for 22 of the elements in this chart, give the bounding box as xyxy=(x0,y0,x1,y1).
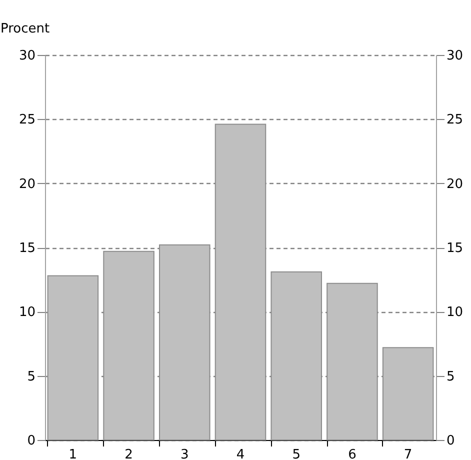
x-tick-label: 1 xyxy=(68,448,78,460)
y-tick-label: 0 xyxy=(27,434,36,448)
y2-tick-label: 5 xyxy=(446,369,455,384)
y-tick-label: 25 xyxy=(18,112,36,128)
y2-tick-label: 25 xyxy=(446,112,464,128)
y-tick-label: 30 xyxy=(18,48,36,64)
y-tick-label: 5 xyxy=(27,369,36,384)
y2-tick-label: 0 xyxy=(446,434,455,448)
x-tick-label: 2 xyxy=(124,448,133,460)
x-tick-label: 4 xyxy=(236,448,245,460)
y-tick-label: 20 xyxy=(18,176,36,192)
y2-tick-label: 15 xyxy=(446,241,464,256)
x-tick-label: 6 xyxy=(348,448,356,460)
y-tick-label: 10 xyxy=(18,305,36,320)
x-tick-label: 5 xyxy=(292,448,300,460)
y2-tick-label: 20 xyxy=(446,176,464,192)
x-tick-label: 3 xyxy=(180,448,189,460)
y2-tick-label: 10 xyxy=(446,305,464,320)
x-tick-label: 7 xyxy=(404,448,412,460)
y-axis-title: Procent xyxy=(0,22,50,36)
y2-tick-label: 30 xyxy=(446,48,464,64)
y-tick-label: 15 xyxy=(18,241,36,256)
